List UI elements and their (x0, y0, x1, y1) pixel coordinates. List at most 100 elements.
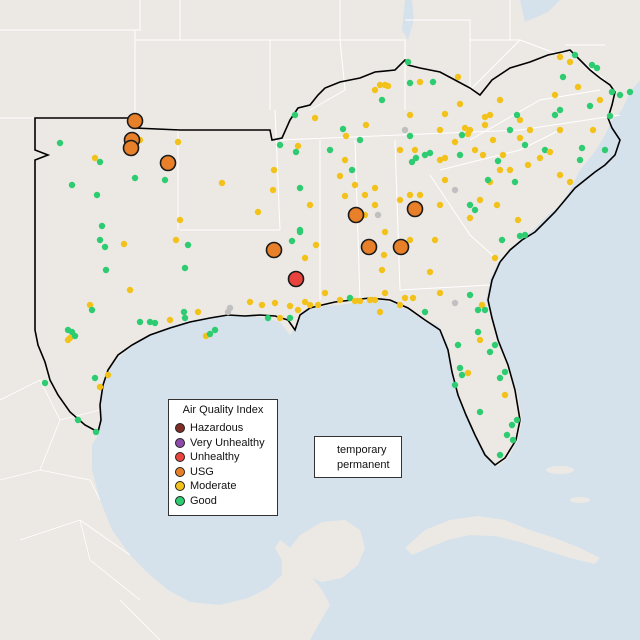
monitor-point[interactable] (401, 126, 409, 134)
monitor-point[interactable] (516, 134, 524, 142)
monitor-point[interactable] (68, 181, 76, 189)
monitor-point[interactable] (411, 146, 419, 154)
monitor-point[interactable] (458, 371, 466, 379)
monitor-point[interactable] (174, 138, 182, 146)
monitor-point[interactable] (578, 144, 586, 152)
monitor-point[interactable] (429, 78, 437, 86)
monitor-point[interactable] (551, 91, 559, 99)
monitor-point[interactable] (371, 201, 379, 209)
monitor-point[interactable] (74, 416, 82, 424)
monitor-point[interactable] (496, 451, 504, 459)
monitor-point[interactable] (321, 289, 329, 297)
monitor-point[interactable] (456, 364, 464, 372)
monitor-point[interactable] (478, 301, 486, 309)
monitor-point[interactable] (416, 78, 424, 86)
monitor-point[interactable] (441, 154, 449, 162)
monitor-point[interactable] (292, 148, 300, 156)
monitor-point[interactable] (606, 112, 614, 120)
monitor-point[interactable] (276, 314, 284, 322)
monitor-point[interactable] (406, 79, 414, 87)
monitor-point[interactable] (104, 371, 112, 379)
monitor-point[interactable] (509, 436, 517, 444)
temporary-monitor-point[interactable] (406, 200, 424, 218)
monitor-point[interactable] (314, 301, 322, 309)
monitor-point[interactable] (536, 154, 544, 162)
monitor-point[interactable] (436, 201, 444, 209)
monitor-point[interactable] (406, 132, 414, 140)
monitor-point[interactable] (556, 106, 564, 114)
monitor-point[interactable] (426, 149, 434, 157)
monitor-point[interactable] (513, 416, 521, 424)
monitor-point[interactable] (456, 100, 464, 108)
monitor-point[interactable] (339, 125, 347, 133)
monitor-point[interactable] (356, 136, 364, 144)
monitor-point[interactable] (374, 211, 382, 219)
monitor-point[interactable] (311, 114, 319, 122)
monitor-point[interactable] (494, 157, 502, 165)
monitor-point[interactable] (181, 264, 189, 272)
monitor-point[interactable] (71, 332, 79, 340)
monitor-point[interactable] (506, 166, 514, 174)
monitor-point[interactable] (362, 121, 370, 129)
temporary-monitor-point[interactable] (265, 241, 283, 259)
temporary-monitor-point[interactable] (159, 154, 177, 172)
monitor-point[interactable] (436, 289, 444, 297)
monitor-point[interactable] (516, 232, 524, 240)
monitor-point[interactable] (456, 151, 464, 159)
monitor-point[interactable] (489, 136, 497, 144)
monitor-point[interactable] (291, 111, 299, 119)
temporary-monitor-point[interactable] (122, 139, 140, 157)
monitor-point[interactable] (120, 240, 128, 248)
temporary-monitor-point[interactable] (360, 238, 378, 256)
monitor-point[interactable] (454, 341, 462, 349)
monitor-point[interactable] (496, 166, 504, 174)
monitor-point[interactable] (616, 91, 624, 99)
monitor-point[interactable] (521, 141, 529, 149)
monitor-point[interactable] (376, 308, 384, 316)
monitor-point[interactable] (151, 319, 159, 327)
monitor-point[interactable] (96, 383, 104, 391)
monitor-point[interactable] (181, 314, 189, 322)
monitor-point[interactable] (481, 113, 489, 121)
monitor-point[interactable] (498, 236, 506, 244)
monitor-point[interactable] (566, 178, 574, 186)
monitor-point[interactable] (471, 146, 479, 154)
monitor-point[interactable] (501, 368, 509, 376)
monitor-point[interactable] (381, 228, 389, 236)
monitor-point[interactable] (86, 301, 94, 309)
monitor-point[interactable] (401, 294, 409, 302)
monitor-point[interactable] (481, 306, 489, 314)
monitor-point[interactable] (451, 299, 459, 307)
monitor-point[interactable] (416, 191, 424, 199)
monitor-point[interactable] (471, 206, 479, 214)
monitor-point[interactable] (556, 126, 564, 134)
monitor-point[interactable] (301, 298, 309, 306)
monitor-point[interactable] (546, 148, 554, 156)
monitor-point[interactable] (172, 236, 180, 244)
monitor-point[interactable] (88, 306, 96, 314)
monitor-point[interactable] (296, 228, 304, 236)
monitor-point[interactable] (508, 421, 516, 429)
monitor-point[interactable] (526, 126, 534, 134)
monitor-point[interactable] (493, 201, 501, 209)
monitor-point[interactable] (436, 156, 444, 164)
monitor-point[interactable] (451, 138, 459, 146)
monitor-point[interactable] (206, 330, 214, 338)
monitor-point[interactable] (384, 82, 392, 90)
monitor-point[interactable] (574, 83, 582, 91)
monitor-point[interactable] (341, 156, 349, 164)
monitor-point[interactable] (161, 176, 169, 184)
monitor-point[interactable] (484, 176, 492, 184)
monitor-point[interactable] (378, 266, 386, 274)
monitor-point[interactable] (479, 151, 487, 159)
monitor-point[interactable] (503, 431, 511, 439)
monitor-point[interactable] (601, 146, 609, 154)
monitor-point[interactable] (264, 314, 272, 322)
monitor-point[interactable] (336, 296, 344, 304)
temporary-monitor-point[interactable] (287, 270, 305, 288)
monitor-point[interactable] (376, 81, 384, 89)
monitor-point[interactable] (501, 391, 509, 399)
monitor-point[interactable] (98, 222, 106, 230)
monitor-point[interactable] (404, 58, 412, 66)
monitor-point[interactable] (351, 297, 359, 305)
